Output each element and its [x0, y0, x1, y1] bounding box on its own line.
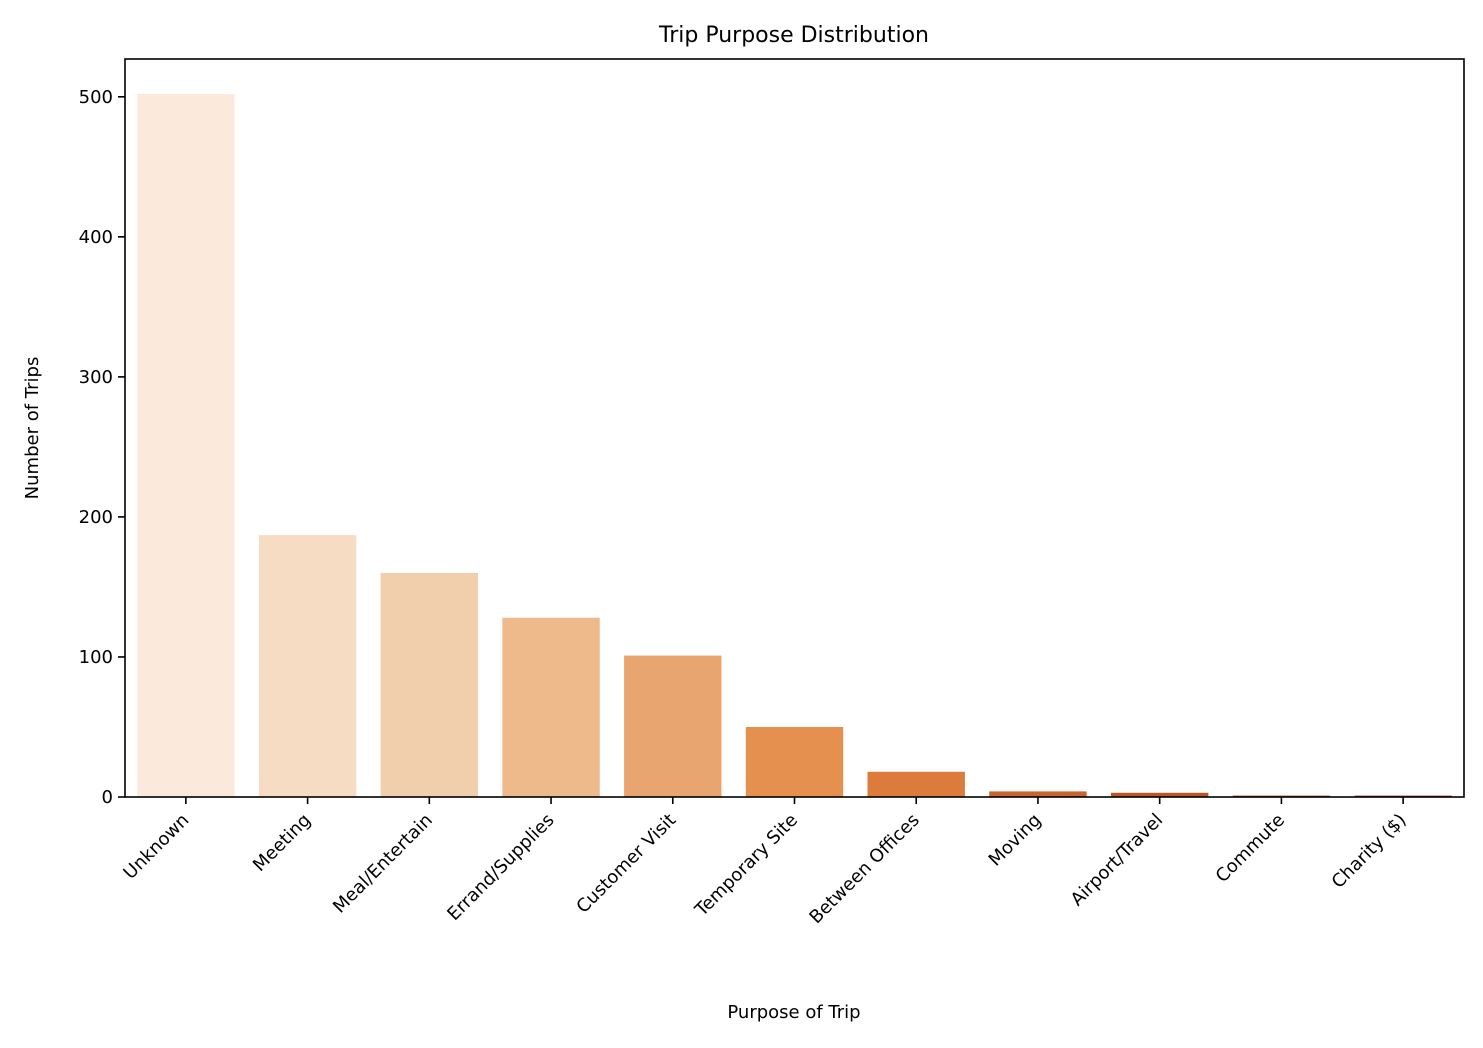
x-tick-label: Errand/Supplies — [443, 810, 558, 925]
x-tick-label: Temporary Site — [690, 810, 802, 922]
bar-meeting — [258, 535, 357, 797]
y-tick-label: 200 — [79, 507, 113, 528]
bar-between-offices — [867, 771, 965, 797]
x-tick-label: Airport/Travel — [1067, 810, 1168, 911]
y-axis-label: Number of Trips — [22, 357, 43, 500]
x-tick-label: Moving — [985, 810, 1046, 871]
bar-customer-visit — [624, 655, 722, 797]
bar-unknown — [137, 94, 235, 797]
x-axis-label: Purpose of Trip — [727, 1002, 860, 1023]
x-tick-label: Meeting — [249, 810, 315, 876]
y-tick-label: 500 — [79, 87, 113, 108]
bar-meal-entertain — [380, 572, 479, 797]
x-tick-label: Charity ($) — [1328, 810, 1411, 893]
bar-errand-supplies — [502, 617, 600, 797]
x-tick-label: Commute — [1212, 810, 1289, 887]
y-tick-label: 100 — [79, 647, 113, 668]
bar-moving — [989, 791, 1087, 797]
bar-temporary-site — [745, 726, 844, 797]
x-tick-label: Between Offices — [805, 810, 923, 928]
y-tick-label: 300 — [79, 367, 113, 388]
x-tick-label: Customer Visit — [572, 810, 680, 918]
plot-frame — [124, 58, 1465, 798]
y-tick-label: 0 — [102, 787, 113, 808]
x-tick-label: Meal/Entertain — [329, 810, 437, 918]
x-tick-label: Unknown — [119, 810, 193, 884]
bar-airport-travel — [1110, 792, 1209, 797]
y-tick-label: 400 — [79, 227, 113, 248]
chart-title: Trip Purpose Distribution — [658, 23, 929, 48]
